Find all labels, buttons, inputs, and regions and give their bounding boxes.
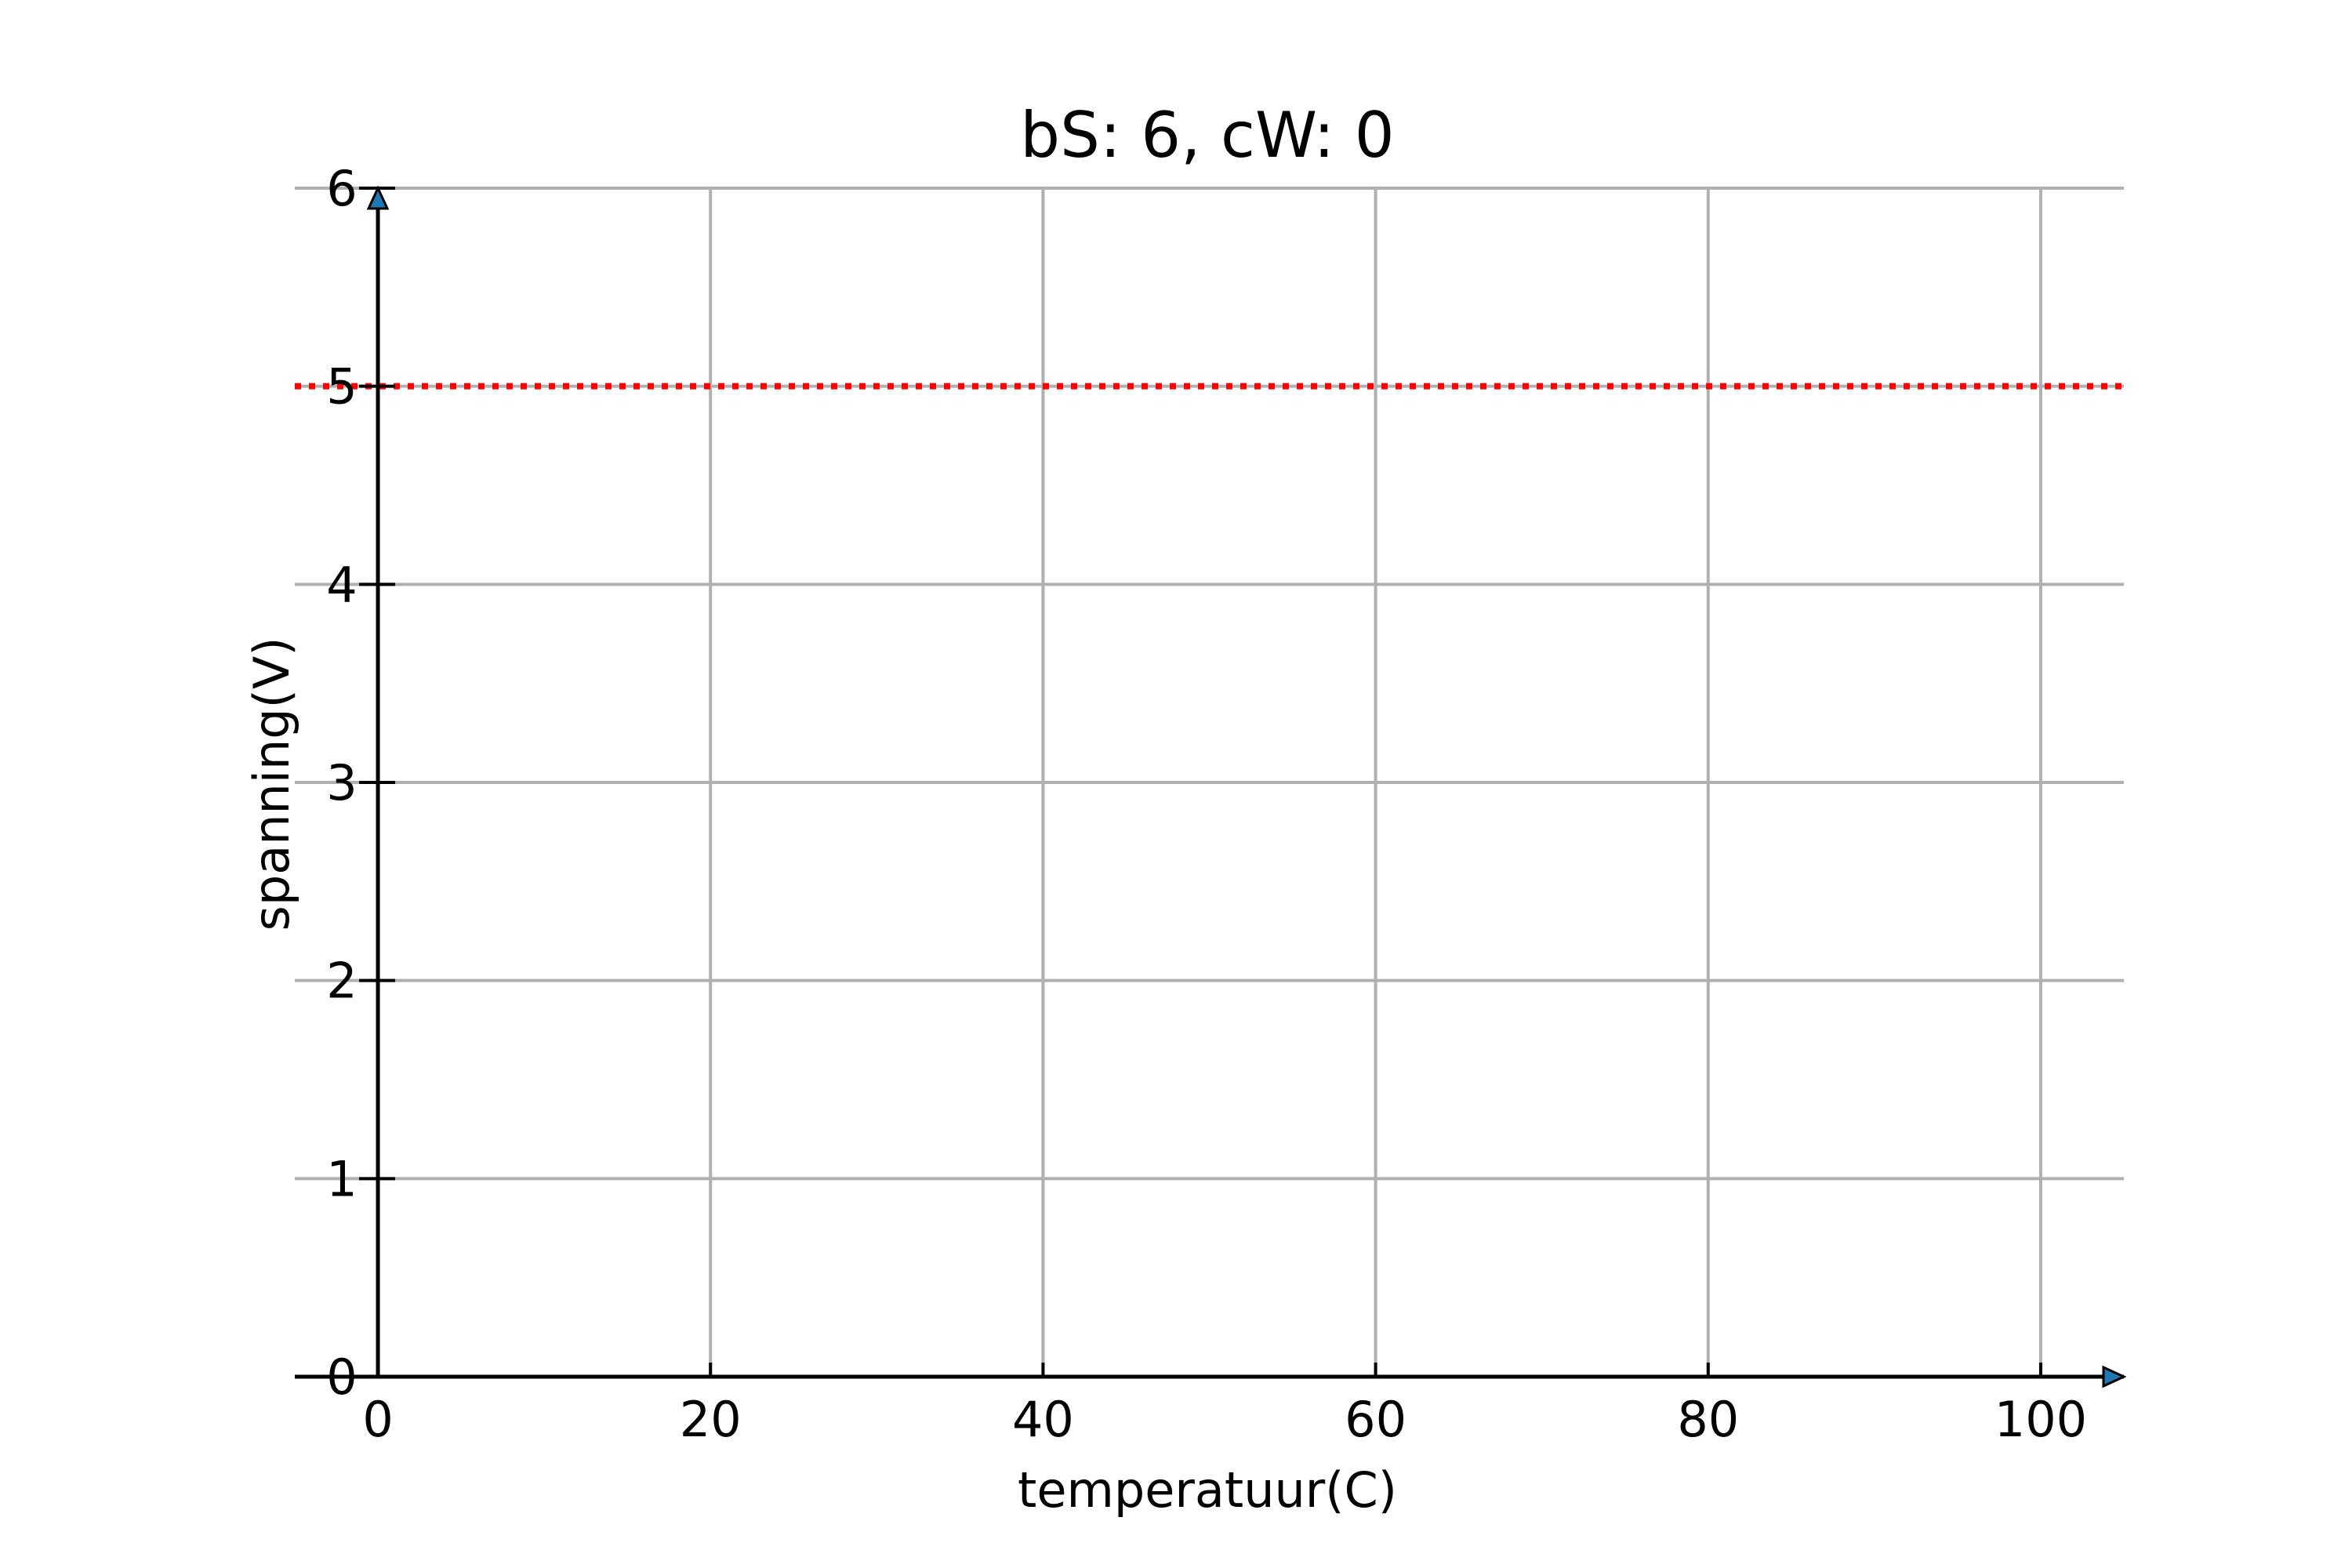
x-tick-label: 40 [1012, 1391, 1074, 1448]
y-tick-label: 1 [326, 1150, 357, 1207]
x-axis-arrow-icon [2102, 1365, 2127, 1388]
x-tick-label: 60 [1345, 1391, 1406, 1448]
x-tick-label: 80 [1677, 1391, 1739, 1448]
chart-title: bS: 6, cW: 0 [1020, 99, 1394, 172]
x-tick-label: 20 [680, 1391, 742, 1448]
axes [295, 185, 2127, 1388]
y-tick-label: 4 [326, 556, 357, 613]
ticks: 0 20 40 60 80 100 0 1 2 3 4 5 6 [326, 160, 2087, 1448]
y-tick-label: 3 [326, 754, 357, 811]
grid [295, 187, 2124, 1377]
x-axis-label: temperatuur(C) [1018, 1461, 1397, 1519]
y-tick-label: 5 [326, 358, 357, 416]
x-tick-label: 0 [362, 1391, 393, 1448]
y-tick-label: 6 [326, 160, 357, 217]
y-tick-label: 0 [326, 1348, 357, 1406]
y-axis-label: spanning(V) [243, 637, 300, 931]
y-tick-label: 2 [326, 953, 357, 1010]
y-axis-arrow-icon [366, 185, 390, 210]
x-tick-label: 100 [1994, 1391, 2087, 1448]
